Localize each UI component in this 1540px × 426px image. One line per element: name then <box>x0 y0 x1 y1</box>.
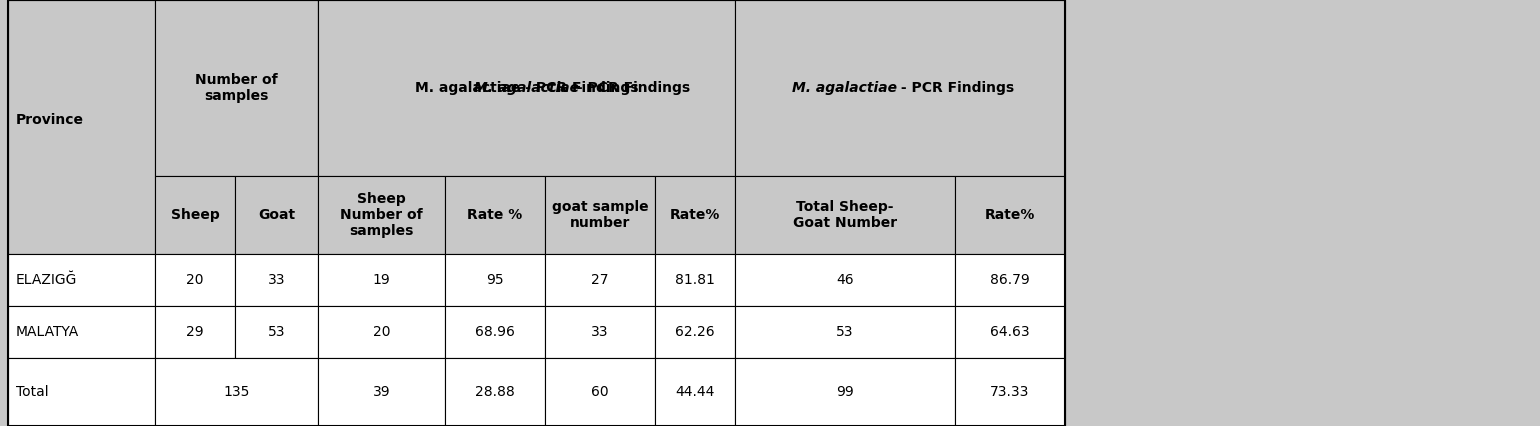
Text: 62.26: 62.26 <box>675 325 715 339</box>
Bar <box>445 306 545 358</box>
Bar <box>317 0 735 176</box>
Bar <box>317 254 445 306</box>
Text: 60: 60 <box>591 385 608 399</box>
Bar <box>654 176 735 254</box>
Text: Rate%: Rate% <box>670 208 721 222</box>
Text: M. agalactiae: M. agalactiae <box>793 81 898 95</box>
Bar <box>545 176 654 254</box>
Text: Total: Total <box>15 385 49 399</box>
Text: MALATYA: MALATYA <box>15 325 79 339</box>
Bar <box>735 254 955 306</box>
Bar <box>8 0 156 254</box>
Bar <box>8 306 156 358</box>
Bar <box>156 176 236 254</box>
Bar <box>545 306 654 358</box>
Bar <box>955 176 1066 254</box>
Bar <box>445 358 545 426</box>
Bar <box>317 358 445 426</box>
Text: Goat: Goat <box>257 208 296 222</box>
Text: goat sample
number: goat sample number <box>551 200 648 230</box>
Bar <box>317 306 445 358</box>
Bar <box>156 358 317 426</box>
Text: 73.33: 73.33 <box>990 385 1030 399</box>
Text: 64.63: 64.63 <box>990 325 1030 339</box>
Text: 44.44: 44.44 <box>676 385 715 399</box>
Text: 29: 29 <box>186 325 203 339</box>
Text: 39: 39 <box>373 385 390 399</box>
Bar <box>156 254 236 306</box>
Text: 53: 53 <box>268 325 285 339</box>
Bar <box>317 0 735 176</box>
Text: 33: 33 <box>268 273 285 287</box>
Text: - PCR Findings: - PCR Findings <box>896 81 1013 95</box>
Bar <box>955 358 1066 426</box>
Bar <box>236 254 317 306</box>
Bar <box>545 254 654 306</box>
Bar <box>445 176 545 254</box>
Bar <box>735 176 955 254</box>
Text: ELAZIGĞ: ELAZIGĞ <box>15 273 77 287</box>
Text: 99: 99 <box>836 385 853 399</box>
Text: Rate %: Rate % <box>467 208 522 222</box>
Text: 33: 33 <box>591 325 608 339</box>
Text: 20: 20 <box>186 273 203 287</box>
Text: Rate%: Rate% <box>984 208 1035 222</box>
Text: 53: 53 <box>836 325 853 339</box>
Bar <box>735 0 1066 176</box>
Text: 19: 19 <box>373 273 390 287</box>
Text: Province: Province <box>15 113 85 127</box>
Bar <box>156 0 317 176</box>
Bar <box>8 0 1066 426</box>
Bar <box>317 176 445 254</box>
Bar <box>654 306 735 358</box>
Bar <box>735 358 955 426</box>
Text: Sheep
Number of
samples: Sheep Number of samples <box>340 192 424 238</box>
Text: 135: 135 <box>223 385 249 399</box>
Bar <box>156 306 236 358</box>
Bar <box>955 306 1066 358</box>
Text: 86.79: 86.79 <box>990 273 1030 287</box>
Bar <box>654 358 735 426</box>
Bar <box>735 306 955 358</box>
Bar <box>445 254 545 306</box>
Text: Number of
samples: Number of samples <box>196 73 277 103</box>
Text: M. agalactiae - PCR Findings: M. agalactiae - PCR Findings <box>414 81 638 95</box>
Text: 81.81: 81.81 <box>675 273 715 287</box>
Text: Sheep: Sheep <box>171 208 219 222</box>
Bar <box>545 358 654 426</box>
Bar <box>236 306 317 358</box>
Text: 20: 20 <box>373 325 390 339</box>
Bar <box>8 254 156 306</box>
Text: 28.88: 28.88 <box>476 385 514 399</box>
Text: 46: 46 <box>836 273 853 287</box>
Text: Total Sheep-
Goat Number: Total Sheep- Goat Number <box>793 200 898 230</box>
Bar <box>236 176 317 254</box>
Bar <box>8 358 156 426</box>
Text: M. agalactiae: M. agalactiae <box>474 81 579 95</box>
Text: - PCR Findings: - PCR Findings <box>573 81 690 95</box>
Bar <box>654 254 735 306</box>
Text: 27: 27 <box>591 273 608 287</box>
Text: 95: 95 <box>487 273 504 287</box>
Text: 68.96: 68.96 <box>474 325 514 339</box>
Bar <box>955 254 1066 306</box>
